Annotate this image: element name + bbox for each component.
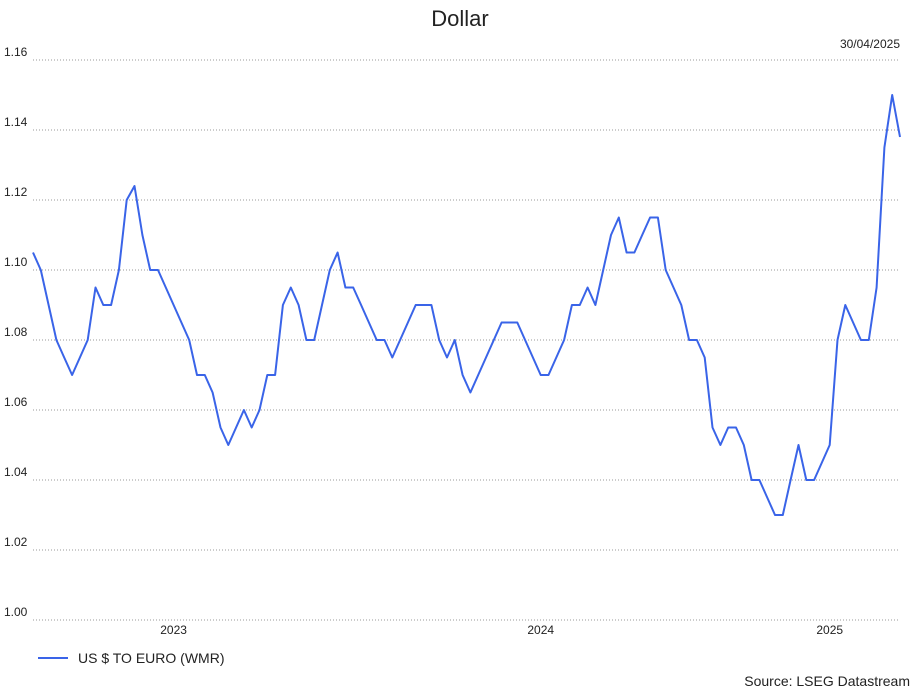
y-tick-label: 1.04 [4, 465, 28, 479]
y-tick-label: 1.16 [4, 45, 28, 59]
y-tick-label: 1.06 [4, 395, 28, 409]
date-label: 30/04/2025 [840, 37, 900, 51]
y-tick-label: 1.02 [4, 535, 28, 549]
x-tick-label: 2025 [816, 623, 843, 637]
y-tick-label: 1.08 [4, 325, 28, 339]
y-tick-label: 1.00 [4, 605, 28, 619]
y-tick-label: 1.10 [4, 255, 28, 269]
source: Source: LSEG Datastream [744, 673, 910, 687]
x-tick-label: 2023 [160, 623, 187, 637]
y-tick-label: 1.14 [4, 115, 28, 129]
x-tick-label: 2024 [527, 623, 554, 637]
legend-label: US $ TO EURO (WMR) [78, 650, 225, 666]
y-tick-label: 1.12 [4, 185, 28, 199]
data-line [32, 94, 901, 516]
chart-title: Dollar [431, 6, 488, 31]
